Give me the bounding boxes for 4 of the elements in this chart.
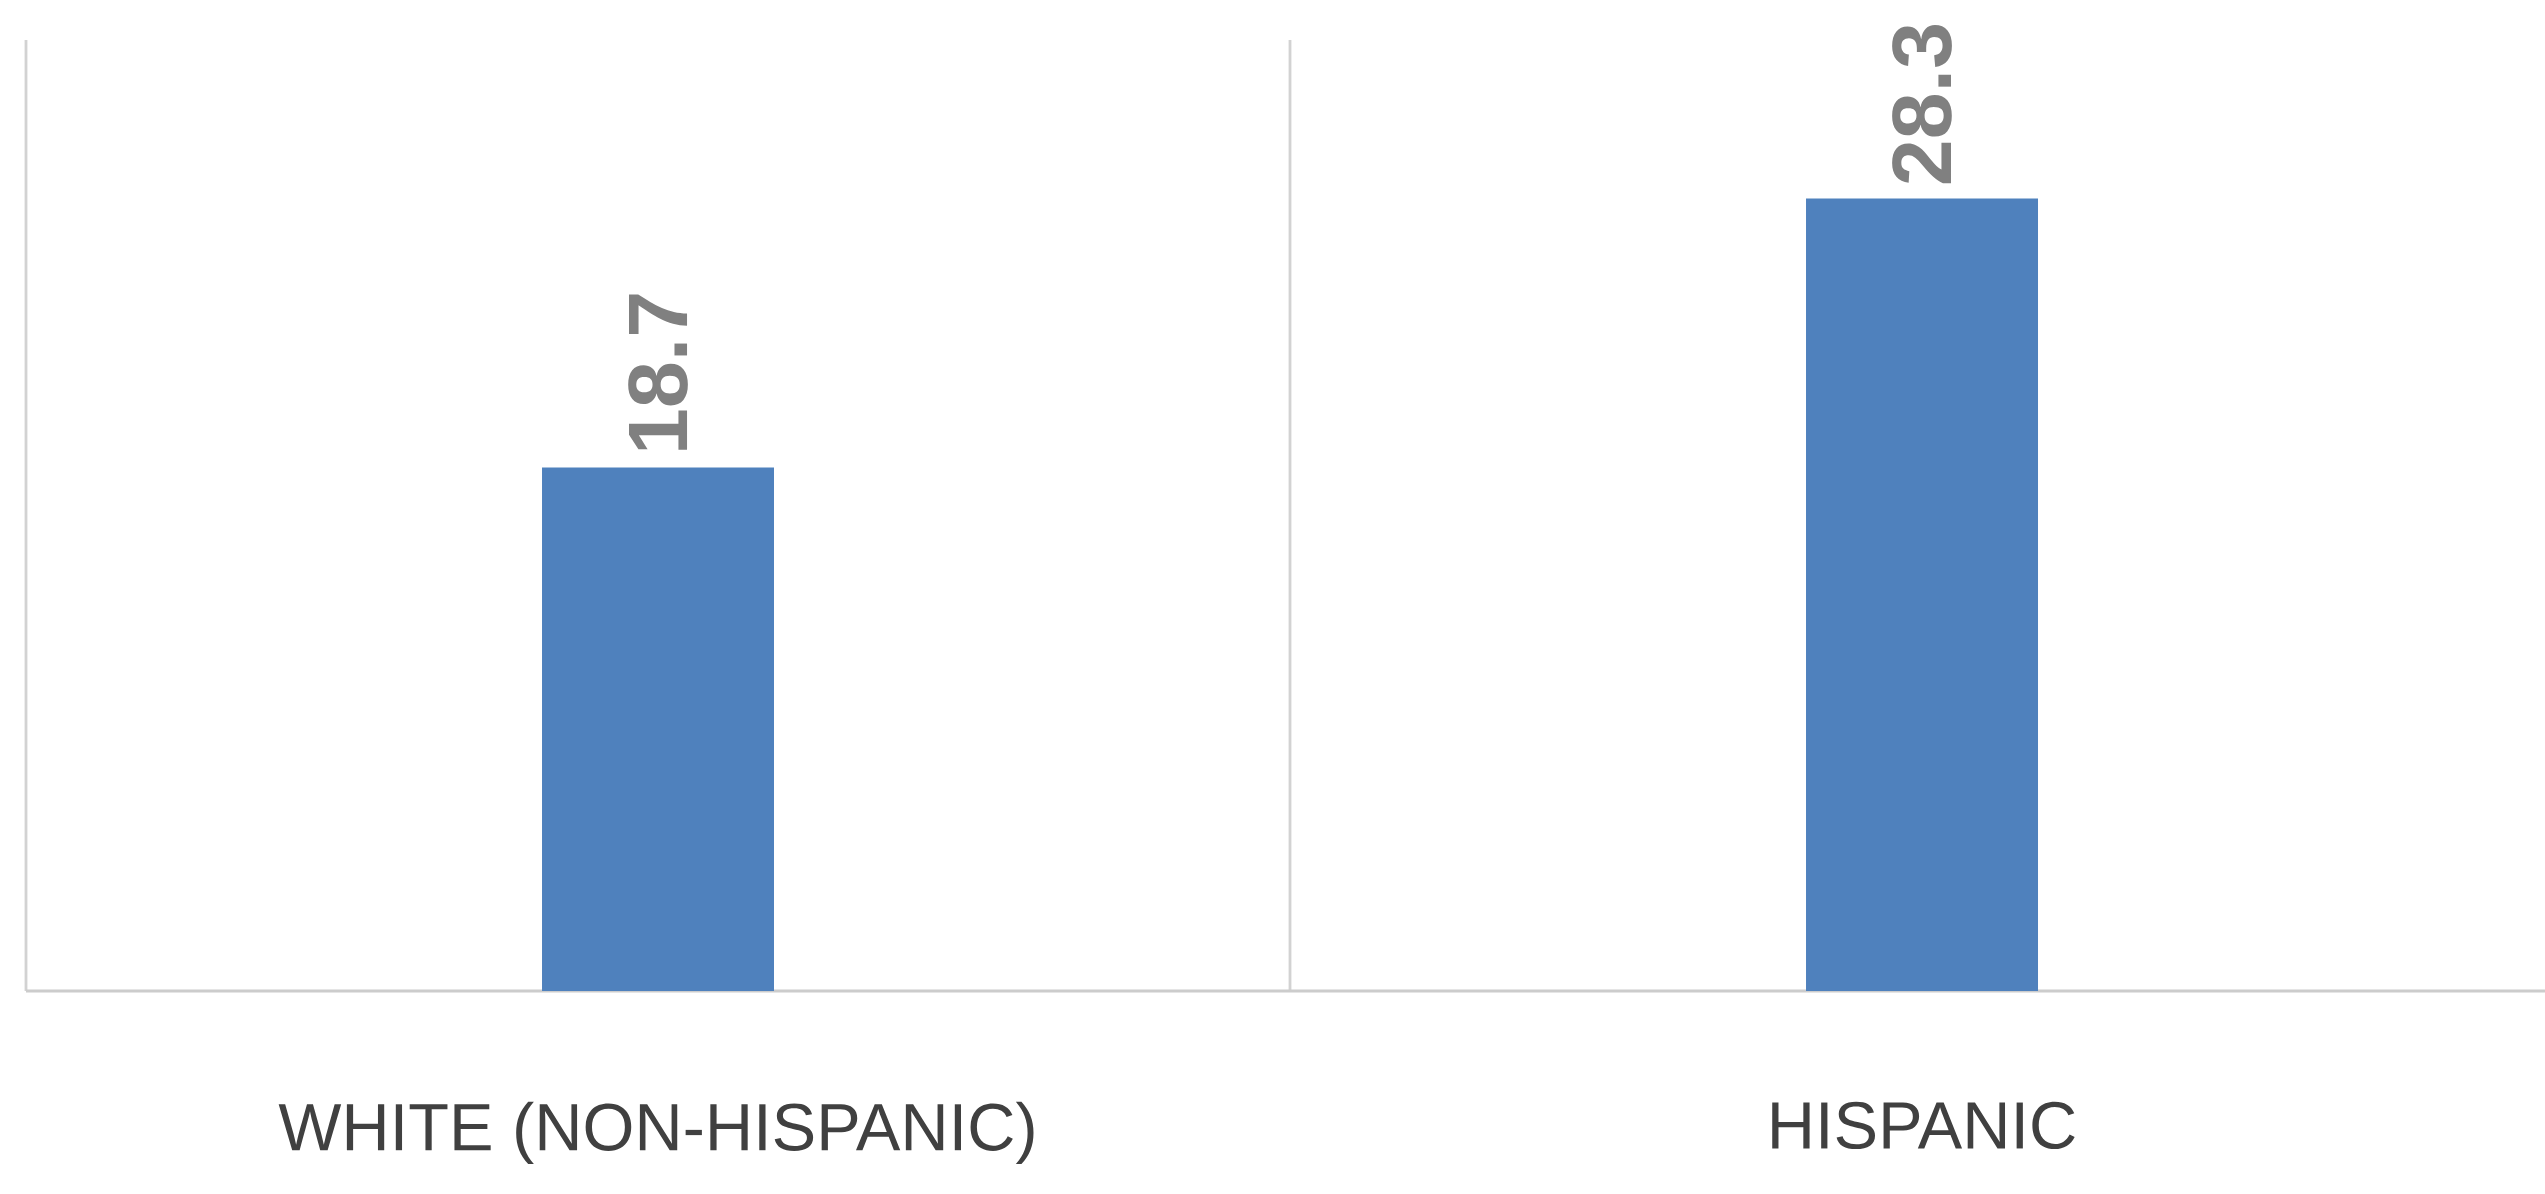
x-tick-label: HISPANIC [1772,1101,2075,1150]
data-label: 28.3 [1892,25,1952,184]
data-label: 18.7 [628,294,688,450]
x-tick-label: WHITE (NON-HISPANIC) [278,1101,1034,1165]
